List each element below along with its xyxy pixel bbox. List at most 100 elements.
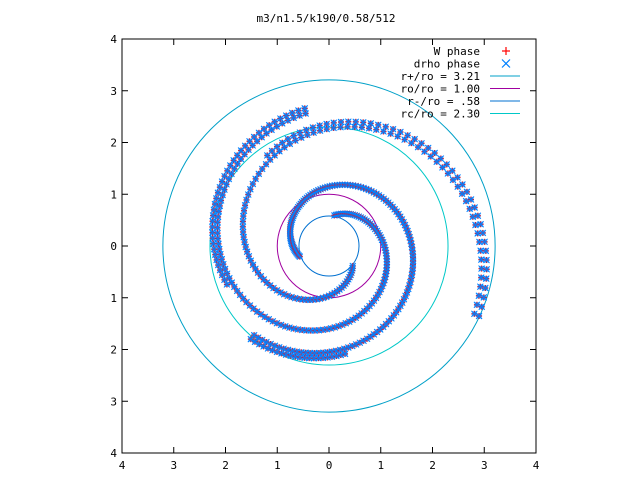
drho-phase-marker	[231, 165, 238, 173]
phase-point	[233, 152, 241, 159]
drho-phase-marker	[323, 120, 330, 128]
drho-phase-marker	[284, 117, 292, 124]
phase-point	[243, 196, 250, 204]
y-tick-label: 1	[110, 292, 117, 305]
drho-phase-marker	[210, 206, 218, 214]
phase-point	[284, 135, 292, 143]
drho-phase-marker	[431, 149, 438, 157]
drho-phase-marker	[286, 140, 294, 148]
phase-point	[374, 121, 382, 129]
drho-phase-marker	[209, 217, 216, 225]
drho-phase-marker	[241, 201, 249, 209]
drho-phase-marker	[281, 144, 288, 151]
drho-phase-marker	[309, 124, 317, 131]
phase-point	[443, 161, 451, 168]
drho-phase-marker	[288, 293, 295, 301]
drho-phase-marker	[437, 155, 445, 162]
drho-phase-marker	[212, 195, 220, 202]
x-tick-labels: 4 3 2 1 0 1 2 3 4	[119, 459, 540, 472]
drho-phase-marker	[257, 272, 265, 280]
drho-phase-marker	[221, 186, 228, 193]
phase-point	[240, 207, 248, 215]
phase-point	[282, 112, 290, 119]
phase-point	[397, 128, 404, 136]
drho-phase-marker	[245, 252, 253, 260]
drho-phase-marker	[255, 340, 263, 348]
drho-phase-marker	[443, 161, 451, 168]
phase-point	[316, 122, 324, 129]
drho-phase-marker	[250, 305, 257, 313]
phase-point	[216, 266, 224, 274]
drho-phase-marker	[221, 265, 229, 273]
drho-phase-marker	[211, 251, 219, 258]
drho-phase-marker	[398, 216, 406, 223]
drho-phase-marker	[260, 343, 267, 350]
phase-point	[273, 348, 281, 356]
phase-point	[214, 189, 222, 197]
drho-phase-marker	[273, 123, 281, 130]
drho-phase-marker	[221, 172, 228, 180]
phase-point	[250, 331, 258, 339]
drho-phase-marker	[316, 122, 324, 129]
drho-phase-marker	[270, 284, 277, 292]
drho-phase-marker	[337, 118, 345, 126]
drho-phase-marker	[330, 119, 338, 127]
drho-phase-marker	[217, 250, 224, 258]
drho-phase-marker	[481, 238, 488, 246]
phase-point	[352, 314, 360, 322]
phase-point	[303, 131, 311, 139]
y-tick-label: 0	[110, 240, 117, 253]
drho-phase-marker	[406, 233, 414, 241]
phase-point	[454, 174, 461, 181]
phase-point	[268, 147, 276, 155]
drho-phase-marker	[226, 162, 234, 169]
phase-point	[255, 170, 263, 178]
drho-phase-marker	[247, 335, 255, 343]
phase-point	[214, 218, 221, 226]
phase-point	[482, 275, 490, 283]
phase-point	[247, 335, 255, 343]
phase-point	[209, 217, 216, 225]
drho-phase-marker	[214, 261, 222, 269]
drho-phase-marker	[286, 324, 293, 331]
drho-phase-marker	[477, 220, 484, 228]
drho-phase-marker	[223, 180, 230, 188]
drho-phase-marker	[278, 120, 286, 127]
drho-phase-marker	[424, 144, 432, 152]
drho-phase-marker	[268, 126, 275, 134]
drho-phase-marker	[239, 295, 247, 302]
phase-point	[230, 157, 238, 164]
drho-phase-marker	[323, 125, 331, 133]
drho-phase-marker	[218, 255, 226, 263]
drho-phase-marker	[344, 118, 352, 126]
x-tick-label: 0	[326, 459, 333, 472]
drho-phase-marker	[265, 121, 273, 129]
drho-phase-marker	[483, 256, 490, 264]
drho-phase-marker	[211, 200, 219, 208]
drho-phase-marker	[367, 120, 375, 127]
phase-point	[269, 346, 276, 354]
phase-point	[330, 119, 338, 127]
drho-phase-marker	[288, 109, 296, 117]
drho-phase-marker	[271, 118, 279, 126]
phase-points	[208, 105, 491, 362]
x-tick-label: 1	[274, 459, 281, 472]
drho-phase-marker	[269, 317, 277, 325]
drho-phase-marker	[397, 128, 404, 136]
phase-point	[478, 265, 485, 272]
phase-point	[479, 229, 487, 237]
drho-phase-marker	[284, 292, 292, 300]
phase-point	[431, 149, 438, 157]
drho-phase-marker	[280, 290, 288, 298]
drho-phase-marker	[448, 167, 456, 175]
drho-phase-marker	[258, 165, 266, 173]
drho-phase-marker	[277, 289, 284, 296]
drho-phase-marker	[214, 235, 222, 242]
drho-phase-marker	[483, 265, 491, 273]
phase-point	[278, 139, 286, 147]
y-tick-label: 1	[110, 188, 117, 201]
drho-phase-marker	[408, 240, 415, 248]
phase-point	[290, 114, 297, 122]
